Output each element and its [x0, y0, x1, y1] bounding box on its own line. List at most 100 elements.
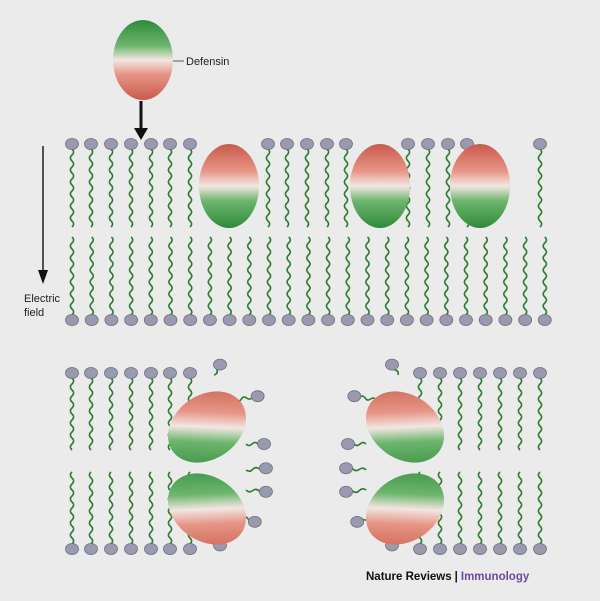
lipid-head: [498, 314, 513, 326]
lipid-head: [453, 543, 467, 555]
lipid-head: [104, 543, 118, 555]
lipid-head: [84, 367, 98, 379]
lipid-head: [124, 543, 138, 555]
lipid-head: [124, 367, 138, 379]
lipid-head: [537, 314, 552, 326]
lipid-head: [385, 358, 399, 371]
lipid-head: [401, 138, 415, 150]
lipid-tail: [522, 236, 528, 316]
lipid-head: [104, 367, 118, 379]
lipid-tail: [148, 148, 154, 228]
lipid-tail: [537, 377, 543, 451]
electric-field-label-line2: field: [24, 307, 44, 319]
lipid-tail: [128, 148, 134, 228]
lipid-tail: [88, 377, 94, 451]
journal-section: Immunology: [460, 571, 530, 583]
lipid-tail: [168, 236, 173, 316]
lipid-tail: [445, 148, 451, 228]
lipid-tail: [187, 148, 193, 228]
lipid-tail: [503, 236, 508, 316]
lipid-tail: [325, 236, 331, 316]
lipid-head: [413, 367, 427, 379]
lipid-tail: [463, 236, 469, 316]
lipid-tail: [88, 148, 94, 228]
inserted-defensin-1: [199, 144, 259, 228]
lipid-head: [65, 314, 79, 326]
electric-field-arrowhead: [38, 270, 48, 284]
lipid-head: [350, 515, 365, 528]
lipid-tail: [109, 236, 114, 316]
lipid-head: [341, 438, 355, 450]
lipid-tail: [284, 148, 290, 228]
lipid-head: [144, 367, 158, 379]
lipid-head: [65, 543, 79, 555]
free-defensin: [113, 20, 173, 100]
pore-defensin-right-lower: [366, 473, 444, 545]
lipid-head: [250, 390, 265, 403]
lipid-head: [213, 358, 227, 371]
lipid-tail: [89, 236, 95, 316]
lipid-head: [124, 138, 138, 150]
inserted-defensin-2: [350, 144, 410, 228]
lipid-head: [421, 138, 435, 150]
lipid-tail: [443, 236, 449, 316]
lipid-head: [441, 138, 455, 150]
lipid-tail: [497, 471, 503, 545]
lipid-head: [533, 138, 547, 150]
pore-defensin-left-upper: [168, 391, 246, 463]
lipid-head: [259, 462, 273, 475]
pore-defensin-right-upper: [366, 391, 444, 463]
lipid-tail: [457, 377, 463, 451]
lipid-head: [144, 543, 158, 555]
lipid-head: [433, 543, 447, 555]
lipid-tail: [304, 148, 310, 228]
lipid-tail: [148, 471, 154, 545]
lipid-head: [183, 543, 197, 555]
lipid-head: [65, 138, 79, 150]
lipid-tail: [424, 236, 429, 316]
lipid-tail: [266, 236, 272, 316]
lipid-head: [301, 314, 316, 326]
lipid-head: [84, 138, 98, 150]
lipid-head: [453, 367, 467, 379]
lipid-head: [399, 314, 414, 326]
lipid-head: [262, 314, 276, 326]
lipid-tail: [108, 471, 114, 545]
lipid-tail: [324, 148, 330, 228]
lipid-head: [533, 543, 547, 555]
lipid-head: [280, 138, 294, 150]
lipid-head: [84, 314, 99, 326]
lipid-head: [163, 543, 177, 555]
lipid-tail: [457, 471, 463, 545]
journal-name: Nature Reviews: [366, 571, 452, 583]
lipid-tail: [108, 377, 114, 451]
lipid-head: [380, 314, 395, 326]
lipid-tail: [88, 471, 94, 545]
lipid-head: [163, 314, 178, 326]
lipid-head: [124, 314, 139, 326]
lipid-tail: [246, 236, 252, 316]
lipid-head: [339, 138, 353, 150]
lipid-tail: [69, 148, 75, 228]
journal-credit: Nature Reviews | Immunology: [366, 571, 529, 583]
lipid-head: [339, 462, 353, 475]
lipid-head: [247, 515, 262, 528]
lipid-head: [478, 314, 493, 326]
lipid-head: [84, 543, 98, 555]
lipid-tail: [477, 471, 483, 545]
lipid-tail: [148, 377, 154, 451]
lipid-tail: [345, 236, 351, 316]
insertion-arrowhead: [134, 128, 148, 140]
lipid-head: [518, 314, 532, 326]
lipid-tail: [497, 377, 503, 451]
lipid-tail: [343, 148, 349, 228]
lipid-tail: [306, 236, 311, 316]
lipid-head: [104, 314, 119, 326]
lipid-head: [163, 367, 177, 379]
lipid-head: [144, 138, 158, 150]
lipid-tail: [69, 377, 75, 451]
lipid-head: [183, 138, 197, 150]
lipid-head: [257, 438, 271, 450]
lipid-tail: [207, 236, 213, 316]
